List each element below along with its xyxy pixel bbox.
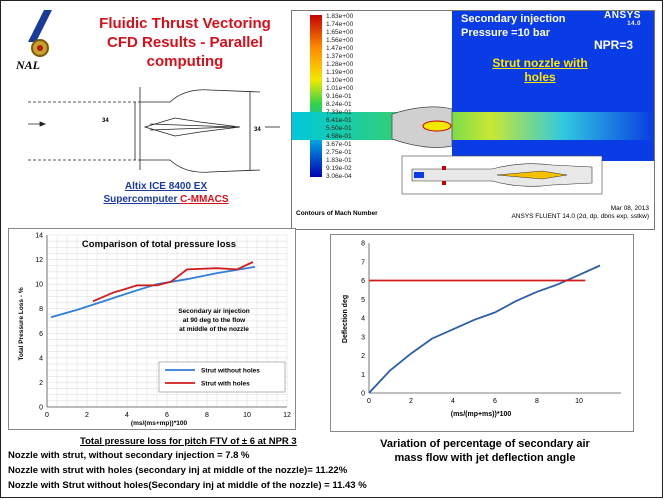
colorbar-tick-label: 1.01e+00 (326, 85, 354, 92)
chart-title: Comparison of total pressure loss (82, 239, 236, 250)
solver-caption: Mar 08, 2013 ANSYS FLUENT 14.0 (2d, dp, … (511, 205, 649, 220)
series-line-1 (50, 266, 256, 319)
colorbar-tick-label: 2.75e-01 (326, 149, 352, 156)
x-tick-label: 0 (45, 412, 49, 419)
colorbar-tick-label: 9.16e-01 (326, 93, 352, 100)
x-axis-label: (ms/(mp+ms))*100 (451, 411, 512, 418)
y-tick-label: 5 (361, 297, 365, 304)
colorbar-tick-label: 1.28e+00 (326, 61, 354, 68)
colorbar-tick-label: 9.19e-02 (326, 165, 352, 172)
colorbar-tick-label: 1.37e+00 (326, 53, 354, 60)
injection-label: Secondary injection Pressure =10 bar (461, 13, 566, 39)
x-axis-label: (ms/(ms+mp))*100 (131, 420, 188, 427)
colorbar-tick-label: 1.10e+00 (326, 77, 354, 84)
y-tick-label: 6 (361, 278, 365, 285)
colorbar-tick-label: 1.47e+00 (326, 45, 354, 52)
y-tick-label: 2 (39, 380, 43, 387)
strut-label: Strut nozzle with holes (492, 56, 588, 84)
colorbar-tick-label: 1.83e+00 (326, 13, 354, 20)
colorbar-tick-label: 8.24e-01 (326, 101, 352, 108)
annotation-line: at middle of the nozzle (179, 326, 249, 333)
x-tick-label: 6 (493, 398, 497, 405)
injection-hotspot (422, 120, 452, 132)
colorbar-tick-label: 7.33e-01 (326, 109, 352, 116)
y-tick-label: 12 (35, 257, 43, 264)
ansys-logo: ANSYS 14.0 (604, 10, 641, 27)
legend-label: Strut without holes (201, 368, 260, 375)
nozzle-shape (391, 106, 453, 148)
deflection-svg: 0 2 4 6 8 10 0 1 2 3 4 5 6 7 8 (ms/(mp+ms))*100 Deflecti… (342, 241, 621, 418)
colorbar-tick-label: 6.41e-01 (326, 117, 352, 124)
y-tick-label: 0 (361, 391, 365, 398)
x-tick-label: 4 (125, 412, 129, 419)
computer-info: Altix ICE 8400 EX Supercomputer C-MMACS (96, 180, 236, 206)
y-axis-label: Deflection deg (342, 295, 349, 343)
colorbar-tick-label: 1.56e+00 (326, 37, 354, 44)
annotation-line: at 90 deg to the flow (183, 317, 246, 324)
contour-caption: Contours of Mach Number (296, 210, 378, 217)
cfd-contour-svg (292, 11, 654, 195)
colorbar-tick-label: 3.06e-04 (326, 173, 352, 180)
dim-right: 34 (254, 127, 261, 133)
y-tick-label: 14 (35, 233, 43, 240)
org-label: NAL (16, 58, 40, 72)
x-tick-label: 0 (367, 398, 371, 405)
deflection-chart: 0 2 4 6 8 10 0 1 2 3 4 5 6 7 8 (ms/(mp+ms))*100 Deflecti… (330, 234, 634, 432)
nozzle-sketch: 34 34 (28, 87, 280, 173)
x-tick-label: 8 (205, 412, 209, 419)
y-tick-label: 4 (39, 355, 43, 362)
deflection-caption: Variation of percentage of secondary air… (380, 438, 590, 464)
x-tick-label: 12 (283, 412, 291, 419)
computer-line2-prefix: Supercomputer (103, 194, 181, 205)
x-tick-label: 2 (409, 398, 413, 405)
page-title: Fluidic Thrust Vectoring CFD Results - P… (99, 15, 271, 70)
x-tick-label: 6 (165, 412, 169, 419)
note-3: Nozzle with Strut without holes(Secondar… (8, 480, 367, 491)
x-tick-label: 2 (85, 412, 89, 419)
x-tick-label: 8 (535, 398, 539, 405)
y-tick-label: 1 (361, 372, 365, 379)
series-line-1 (368, 264, 601, 394)
colorbar-tick-label: 4.58e-01 (326, 133, 352, 140)
y-tick-label: 6 (39, 331, 43, 338)
legend-box (158, 361, 286, 393)
y-tick-label: 7 (361, 259, 365, 266)
y-axis-label: Total Pressure Loss - % (18, 287, 25, 360)
y-tick-label: 2 (361, 353, 365, 360)
note-1: Nozzle with strut, without secondary inj… (8, 450, 250, 461)
colorbar-tick-label: 1.65e+00 (326, 29, 354, 36)
note-2: Nozzle with strut with holes (secondary … (8, 465, 348, 476)
colorbar-tick-label: 1.74e+00 (326, 21, 354, 28)
x-tick-label: 10 (575, 398, 583, 405)
pressure-loss-caption: Total pressure loss for pitch FTV of ± 6… (80, 436, 297, 447)
computer-line1: Altix ICE 8400 EX (124, 181, 208, 192)
jet-plume (292, 112, 654, 140)
y-tick-label: 8 (39, 306, 43, 313)
cfd-contour-panel: 1.83e+00 1.74e+00 1.65e+00 1.56e+00 1.47e+00… (291, 10, 655, 230)
nal-logo (28, 10, 52, 57)
y-tick-label: 0 (39, 405, 43, 412)
colorbar (310, 15, 322, 177)
colorbar-tick-label: 3.67e-01 (326, 141, 352, 148)
dim-left: 34 (102, 118, 109, 124)
y-tick-label: 8 (361, 241, 365, 248)
pressure-loss-svg: 0 2 4 6 8 10 12 0 2 4 6 8 10 12 14 Comparison of total … (18, 233, 291, 428)
annotation-line: Secondary air injection (178, 308, 250, 315)
series-line-2 (92, 261, 254, 303)
y-tick-label: 10 (35, 282, 43, 289)
computer-line2-highlight: C-MMACS (180, 194, 229, 205)
y-tick-label: 3 (361, 334, 365, 341)
colorbar-tick-label: 1.19e+00 (326, 69, 354, 76)
x-tick-label: 4 (451, 398, 455, 405)
colorbar-tick-label: 1.83e-01 (326, 157, 352, 164)
y-tick-label: 4 (361, 316, 365, 323)
npr-label: NPR=3 (594, 38, 634, 52)
colorbar-tick-label: 5.50e-01 (326, 125, 352, 132)
x-tick-label: 10 (243, 412, 251, 419)
logo-wing-icon (28, 10, 52, 42)
pressure-loss-chart: 0 2 4 6 8 10 12 0 2 4 6 8 10 12 14 Comparison of total … (8, 228, 296, 430)
legend-label: Strut with holes (201, 381, 250, 388)
